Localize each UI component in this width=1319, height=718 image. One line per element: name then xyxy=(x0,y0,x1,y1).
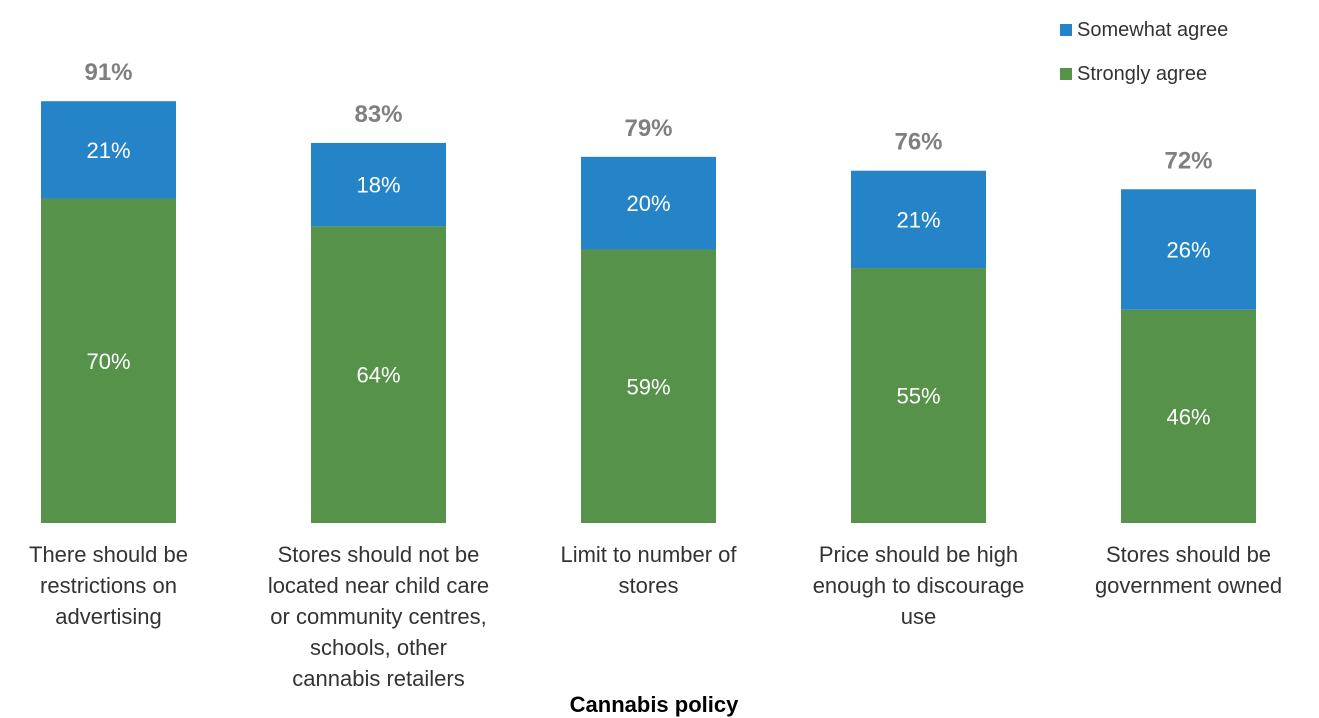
legend: Somewhat agree Strongly agree xyxy=(1060,8,1228,96)
bar-strongly-agree-2 xyxy=(581,249,716,523)
legend-swatch-strongly-agree xyxy=(1060,68,1072,80)
category-label-1-line-0: Stores should not be xyxy=(278,542,480,567)
category-label-3-line-2: use xyxy=(901,604,936,629)
legend-label-somewhat-agree: Somewhat agree xyxy=(1077,18,1229,41)
bar-somewhat-agree-1 xyxy=(311,142,446,227)
bar-somewhat-agree-3 xyxy=(851,170,986,269)
legend-swatch-somewhat-agree xyxy=(1060,24,1072,36)
data-label-somewhat-agree-2: 20% xyxy=(626,191,670,216)
total-label-2: 79% xyxy=(624,115,672,142)
total-label-4: 72% xyxy=(1164,147,1212,174)
category-label-3-line-1: enough to discourage xyxy=(813,573,1025,598)
bar-strongly-agree-0 xyxy=(41,198,176,524)
category-label-1-line-1: located near child care xyxy=(268,573,489,598)
data-label-strongly-agree-1: 64% xyxy=(356,363,400,388)
data-label-somewhat-agree-4: 26% xyxy=(1166,238,1210,263)
bar-somewhat-agree-4 xyxy=(1121,189,1256,310)
category-label-1-line-4: cannabis retailers xyxy=(292,666,464,691)
data-label-somewhat-agree-0: 21% xyxy=(86,138,130,163)
legend-item-strongly-agree: Strongly agree xyxy=(1060,52,1228,96)
bar-somewhat-agree-0 xyxy=(41,101,176,199)
bar-strongly-agree-3 xyxy=(851,268,986,523)
category-label-3-line-0: Price should be high xyxy=(819,542,1018,567)
category-label-4-line-0: Stores should be xyxy=(1106,542,1271,567)
data-label-strongly-agree-2: 59% xyxy=(626,374,670,399)
data-label-somewhat-agree-3: 21% xyxy=(896,207,940,232)
category-label-1-line-3: schools, other xyxy=(310,635,447,660)
category-label-2-line-1: stores xyxy=(619,573,679,598)
data-label-strongly-agree-0: 70% xyxy=(86,349,130,374)
total-label-3: 76% xyxy=(894,129,942,156)
bar-strongly-agree-1 xyxy=(311,226,446,524)
bar-strongly-agree-4 xyxy=(1121,309,1256,523)
x-axis-title: Cannabis policy xyxy=(570,692,739,717)
category-label-0-line-0: There should be xyxy=(29,542,188,567)
total-label-0: 91% xyxy=(84,59,132,86)
category-label-0-line-2: advertising xyxy=(55,604,161,629)
data-label-somewhat-agree-1: 18% xyxy=(356,173,400,198)
category-label-4-line-1: government owned xyxy=(1095,573,1282,598)
data-label-strongly-agree-4: 46% xyxy=(1166,404,1210,429)
legend-item-somewhat-agree: Somewhat agree xyxy=(1060,8,1228,52)
category-label-2-line-0: Limit to number of xyxy=(560,542,737,567)
bar-somewhat-agree-2 xyxy=(581,156,716,250)
data-label-strongly-agree-3: 55% xyxy=(896,384,940,409)
category-label-1-line-2: or community centres, xyxy=(270,604,486,629)
category-label-0-line-1: restrictions on xyxy=(40,573,177,598)
total-label-1: 83% xyxy=(354,101,402,128)
legend-label-strongly-agree: Strongly agree xyxy=(1077,62,1208,85)
